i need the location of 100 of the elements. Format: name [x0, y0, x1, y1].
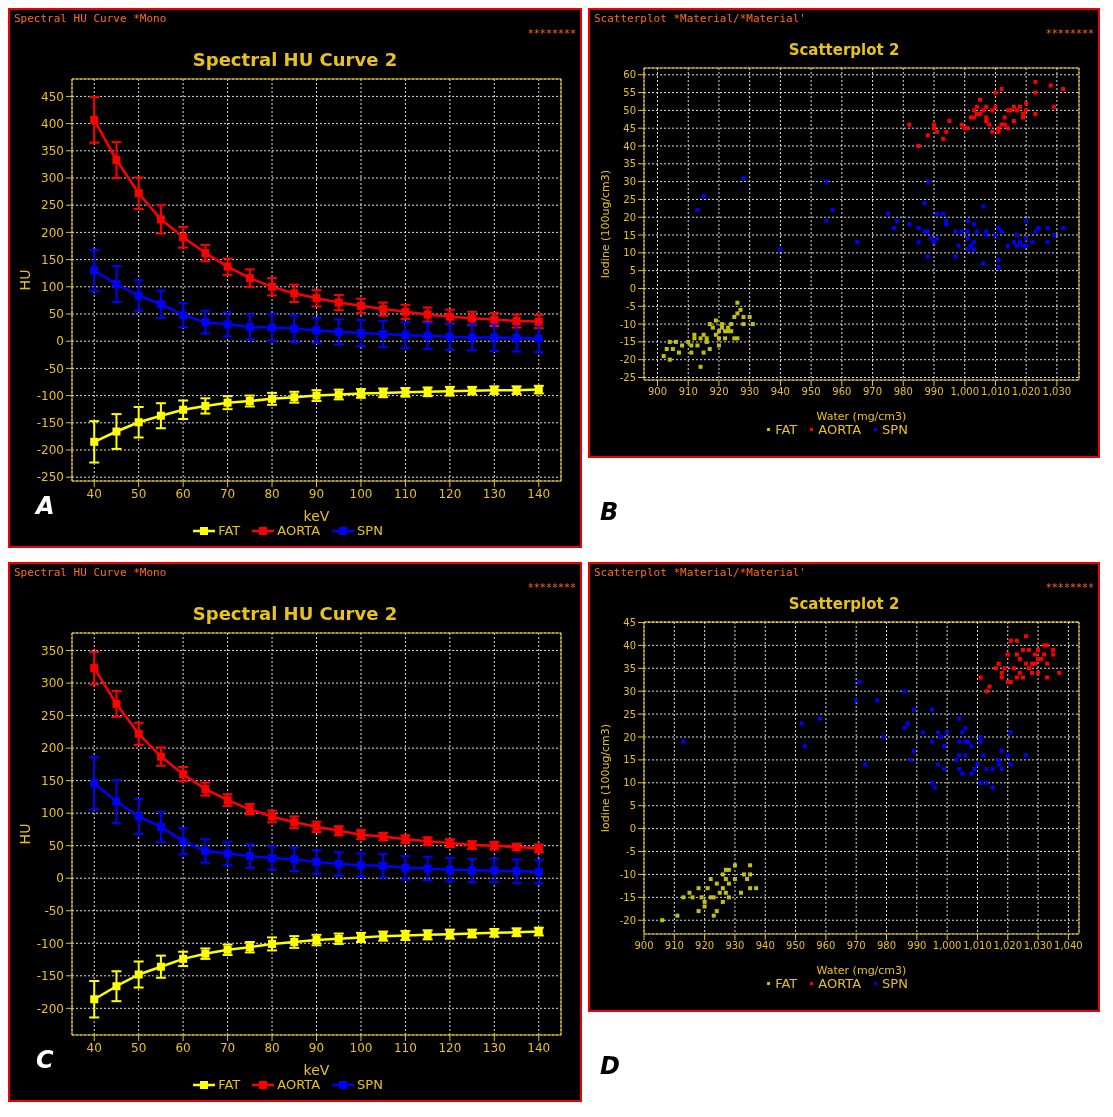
point — [993, 104, 998, 109]
point — [1023, 634, 1028, 639]
point — [1017, 670, 1022, 675]
point — [748, 863, 753, 868]
point — [916, 144, 921, 148]
y-tick-label: 15 — [623, 754, 636, 766]
point — [857, 680, 862, 685]
x-tick-label: 980 — [876, 940, 897, 952]
x-tick-label: 900 — [634, 940, 654, 952]
point — [445, 312, 454, 321]
point — [959, 122, 964, 127]
y-tick-label: 40 — [623, 639, 636, 651]
y-tick-label: 15 — [623, 229, 636, 241]
point — [702, 904, 707, 909]
point — [716, 329, 721, 334]
point — [933, 785, 938, 790]
y-tick-label: -15 — [619, 336, 636, 348]
point — [748, 886, 753, 891]
y-tick-label: 100 — [41, 280, 64, 295]
point — [717, 890, 722, 895]
point — [201, 846, 210, 855]
point — [707, 347, 712, 352]
point — [179, 770, 188, 779]
y-tick-label: -10 — [619, 318, 636, 330]
point — [875, 698, 880, 703]
x-tick-label: 100 — [349, 486, 373, 501]
point — [1020, 647, 1025, 652]
point — [942, 767, 947, 772]
x-tick-label: 990 — [924, 386, 944, 398]
point — [996, 129, 1001, 134]
point — [90, 995, 99, 1004]
point — [1023, 753, 1028, 758]
point — [996, 661, 1001, 666]
point — [534, 867, 543, 876]
point — [732, 863, 737, 868]
point — [971, 108, 976, 113]
x-tick-label: 80 — [264, 486, 280, 501]
point — [1036, 670, 1041, 675]
x-tick-label: 110 — [393, 486, 417, 501]
point — [1045, 661, 1050, 666]
point — [670, 347, 675, 352]
point — [710, 325, 715, 330]
y-tick-label: 20 — [623, 211, 636, 223]
y-tick-label: 30 — [623, 176, 636, 188]
point — [401, 863, 410, 872]
point — [379, 861, 388, 870]
point — [1057, 670, 1062, 675]
point — [667, 357, 672, 362]
legend-label: FAT — [775, 976, 798, 991]
point — [201, 249, 210, 258]
y-tick-label: 40 — [623, 140, 636, 152]
point — [134, 970, 143, 979]
point — [936, 730, 941, 735]
y-tick-label: 30 — [623, 685, 636, 697]
point — [699, 895, 704, 900]
point — [179, 837, 188, 846]
point — [667, 339, 672, 344]
point — [999, 670, 1004, 675]
point — [854, 698, 859, 703]
point — [312, 326, 321, 335]
point — [741, 322, 746, 327]
chart-subtitle: Spectral HU Curve *Mono — [13, 11, 168, 27]
point — [675, 913, 680, 918]
x-tick-label: 1,020 — [1011, 386, 1041, 398]
point — [698, 336, 703, 341]
y-tick-label: -50 — [44, 361, 64, 376]
legend-label: SPN — [357, 523, 383, 538]
point — [1033, 111, 1038, 116]
point — [334, 859, 343, 868]
point — [1002, 115, 1007, 120]
y-tick-label: -150 — [36, 416, 64, 431]
point — [945, 730, 950, 735]
point — [978, 675, 983, 680]
chart-title: Spectral HU Curve 2 — [191, 49, 399, 70]
y-tick-label: 50 — [48, 838, 64, 853]
x-tick-label: 1,020 — [993, 940, 1023, 952]
point — [512, 867, 521, 876]
point — [713, 318, 718, 323]
point — [661, 354, 666, 359]
point — [723, 890, 728, 895]
point — [713, 332, 718, 337]
point — [223, 262, 232, 271]
point — [680, 343, 685, 348]
point — [984, 104, 989, 109]
point — [716, 343, 721, 348]
point — [223, 849, 232, 858]
point — [947, 119, 952, 124]
y-tick-label: 10 — [623, 777, 636, 789]
y-tick-label: 35 — [623, 662, 636, 674]
y-tick-label: -10 — [619, 868, 636, 880]
point — [714, 909, 719, 914]
point — [423, 310, 432, 319]
point — [379, 305, 388, 314]
x-tick-label: 40 — [86, 486, 102, 501]
point — [929, 739, 934, 744]
point — [960, 771, 965, 776]
point — [1033, 90, 1038, 95]
y-tick-label: 300 — [41, 676, 64, 691]
point — [942, 744, 947, 749]
point — [90, 266, 99, 275]
